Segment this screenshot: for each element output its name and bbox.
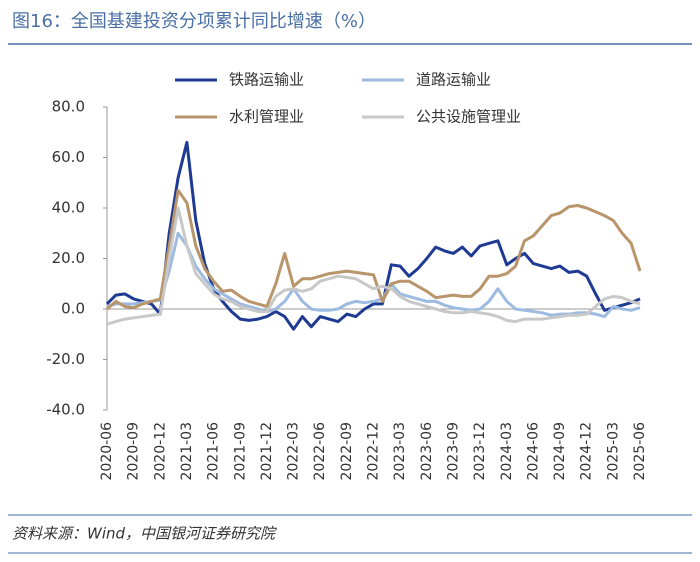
y-tick-label: -20.0 bbox=[46, 350, 85, 368]
x-tick-label: 2022-06 bbox=[312, 422, 328, 481]
x-tick-label: 2024-12 bbox=[579, 422, 595, 481]
y-tick-label: -40.0 bbox=[46, 401, 85, 419]
x-tick-label: 2022-12 bbox=[366, 422, 382, 481]
y-tick-label: 80.0 bbox=[52, 98, 85, 116]
x-tick-label: 2025-06 bbox=[632, 422, 648, 481]
series-line bbox=[105, 140, 641, 331]
y-tick-label: 60.0 bbox=[52, 148, 85, 166]
x-tick-label: 2020-12 bbox=[152, 422, 168, 481]
series-line bbox=[106, 188, 642, 311]
x-tick-label: 2021-12 bbox=[259, 422, 275, 481]
x-tick-label: 2021-09 bbox=[232, 422, 248, 481]
x-tick-label: 2022-09 bbox=[339, 422, 355, 481]
x-tick-label: 2021-06 bbox=[206, 422, 222, 481]
legend-label: 公共设施管理业 bbox=[416, 108, 521, 126]
x-tick-label: 2024-06 bbox=[525, 422, 541, 481]
series-line bbox=[106, 206, 641, 326]
x-tick-label: 2021-03 bbox=[179, 422, 195, 481]
legend-label: 水利管理业 bbox=[229, 108, 304, 126]
x-tick-label: 2022-03 bbox=[286, 422, 302, 481]
x-tick-label: 2023-12 bbox=[472, 422, 488, 481]
series-line bbox=[106, 231, 641, 319]
x-tick-label: 2024-09 bbox=[552, 422, 568, 481]
x-tick-label: 2020-06 bbox=[99, 422, 115, 481]
x-tick-label: 2024-03 bbox=[499, 422, 515, 481]
x-tick-label: 2023-06 bbox=[419, 422, 435, 481]
chart-title: 图16：全国基建投资分项累计同比增速（%） bbox=[12, 11, 376, 32]
y-tick-label: 20.0 bbox=[52, 249, 85, 267]
x-tick-label: 2025-03 bbox=[605, 422, 621, 481]
y-tick-label: 40.0 bbox=[52, 199, 85, 217]
source: 资料来源：Wind，中国银河证券研究院 bbox=[12, 525, 277, 543]
legend-label: 道路运输业 bbox=[416, 71, 491, 89]
x-tick-label: 2020-09 bbox=[126, 422, 142, 481]
y-tick-label: 0.0 bbox=[61, 300, 85, 318]
legend-label: 铁路运输业 bbox=[229, 71, 304, 89]
x-tick-label: 2023-09 bbox=[445, 422, 461, 481]
x-tick-label: 2023-03 bbox=[392, 422, 408, 481]
